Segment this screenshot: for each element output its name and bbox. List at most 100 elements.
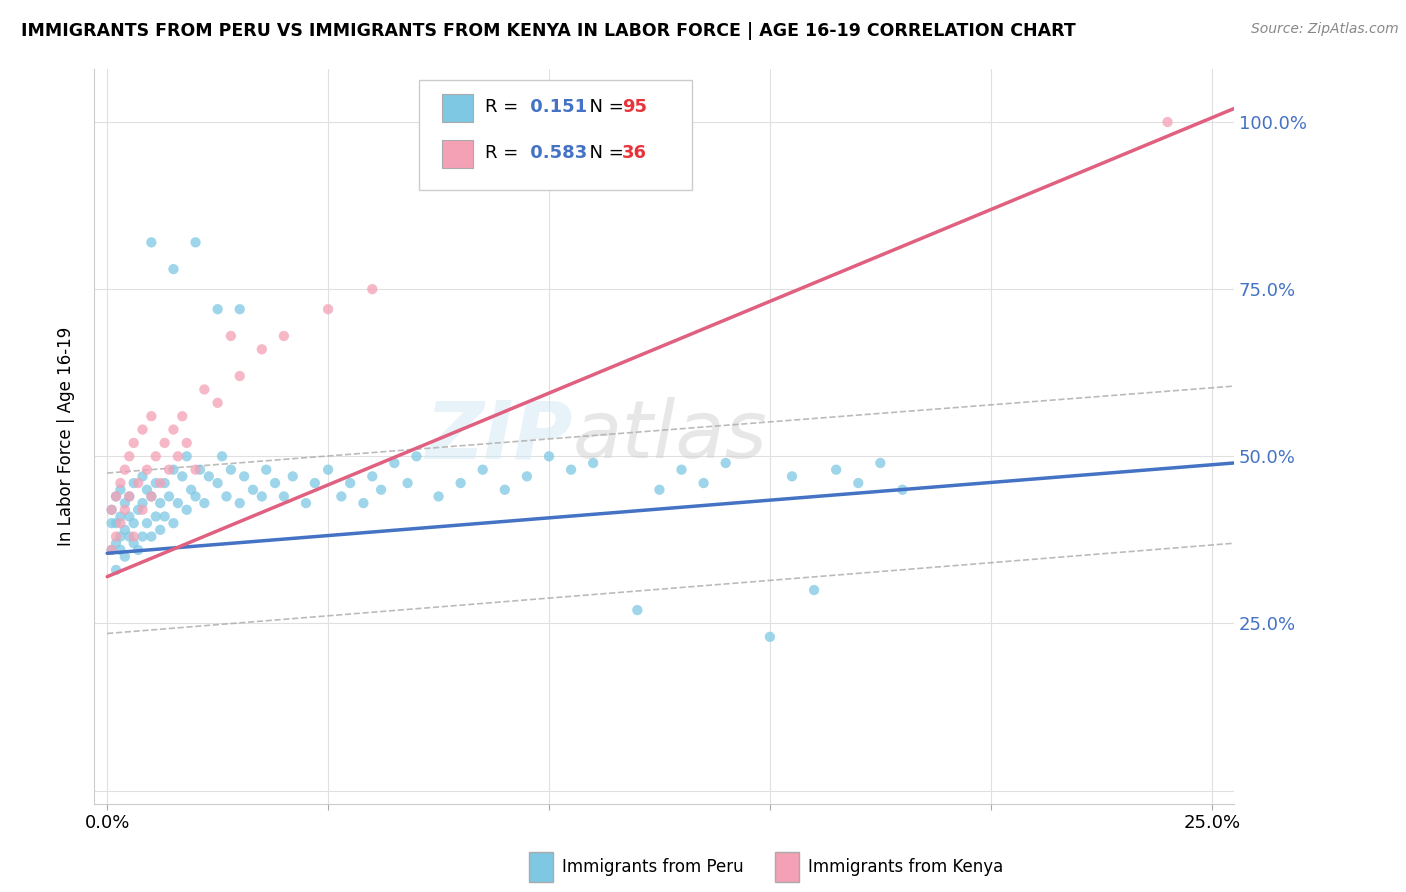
Point [118,509,141,524]
Point [207,396,229,410]
Point [692,476,714,491]
Point [105,530,128,544]
Point [626,603,648,617]
Point [118,490,141,504]
Point [304,476,326,491]
Point [211,450,233,464]
Point [162,463,184,477]
Text: 0.583: 0.583 [523,145,586,162]
Point [131,423,153,437]
Point [149,496,172,510]
Point [172,469,194,483]
Point [167,496,190,510]
Point [136,483,159,497]
Point [100,503,122,517]
Point [131,469,153,483]
Point [184,490,207,504]
Text: R =: R = [485,98,524,117]
Text: Immigrants from Kenya: Immigrants from Kenya [808,858,1004,876]
Point [188,463,211,477]
Point [370,483,392,497]
Point [114,549,136,564]
Point [250,490,273,504]
Point [141,409,163,424]
Point [714,456,737,470]
Point [122,536,145,550]
Text: IMMIGRANTS FROM PERU VS IMMIGRANTS FROM KENYA IN LABOR FORCE | AGE 16-19 CORRELA: IMMIGRANTS FROM PERU VS IMMIGRANTS FROM … [21,22,1076,40]
Point [141,490,163,504]
Point [382,456,405,470]
Point [1156,115,1178,129]
Text: 95: 95 [621,98,647,117]
Point [361,282,384,296]
Point [759,630,782,644]
Point [207,302,229,317]
Point [100,516,122,531]
Text: atlas: atlas [572,397,768,475]
Point [105,490,128,504]
Point [105,490,128,504]
Point [516,469,538,483]
Point [825,463,848,477]
Point [273,329,295,343]
Point [110,516,132,531]
Point [233,469,256,483]
Text: R =: R = [485,145,524,162]
Point [273,490,295,504]
Point [100,542,122,557]
Point [405,450,427,464]
Point [198,469,221,483]
FancyBboxPatch shape [419,79,692,190]
Point [219,329,242,343]
Point [114,523,136,537]
Point [671,463,693,477]
Point [118,490,141,504]
Point [281,469,304,483]
Point [105,516,128,531]
Point [145,509,167,524]
Point [396,476,419,491]
Point [846,476,869,491]
Point [118,530,141,544]
Point [114,503,136,517]
Point [153,509,176,524]
Point [167,450,190,464]
Text: 0.151: 0.151 [523,98,586,117]
Point [352,496,374,510]
Point [145,476,167,491]
FancyBboxPatch shape [441,95,474,122]
Point [242,483,264,497]
Text: N =: N = [578,98,630,117]
Point [176,450,198,464]
Point [229,302,252,317]
Point [361,469,384,483]
Point [330,490,353,504]
Point [162,516,184,531]
Point [891,483,914,497]
Point [114,496,136,510]
Point [110,483,132,497]
Point [471,463,494,477]
Point [136,516,159,531]
Point [153,436,176,450]
Point [215,490,238,504]
Point [100,503,122,517]
Point [184,463,207,477]
Point [122,476,145,491]
Point [176,436,198,450]
Point [149,476,172,491]
Point [127,503,149,517]
Point [100,542,122,557]
Point [427,490,450,504]
Point [450,476,472,491]
Point [127,542,149,557]
Point [193,496,215,510]
Point [131,503,153,517]
Point [136,463,159,477]
Point [250,343,273,357]
Point [176,503,198,517]
Point [560,463,582,477]
Point [316,302,339,317]
Text: Immigrants from Peru: Immigrants from Peru [562,858,744,876]
Text: Source: ZipAtlas.com: Source: ZipAtlas.com [1251,22,1399,37]
